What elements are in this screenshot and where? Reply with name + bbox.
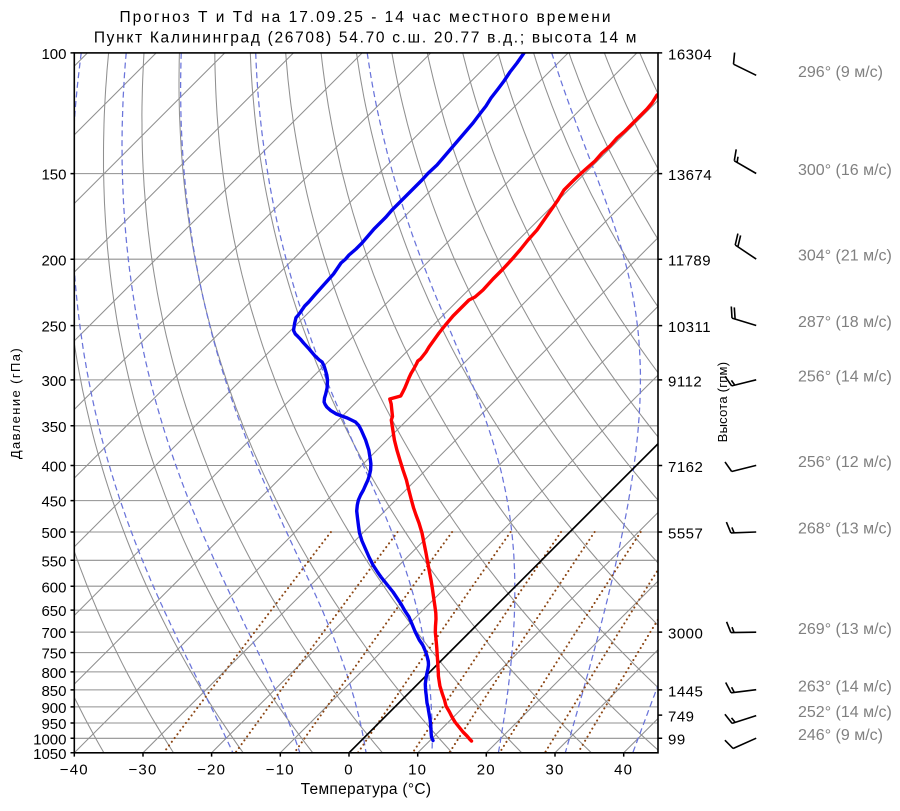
svg-text:263° (14 м/с): 263° (14 м/с)	[798, 678, 892, 695]
svg-text:650: 650	[41, 603, 66, 620]
svg-text:950: 950	[41, 716, 66, 733]
svg-text:100: 100	[41, 46, 66, 63]
svg-text:750: 750	[41, 646, 66, 663]
svg-text:700: 700	[41, 625, 66, 642]
svg-text:3000: 3000	[668, 626, 703, 643]
svg-text:300° (16 м/с): 300° (16 м/с)	[798, 162, 892, 179]
svg-text:400: 400	[41, 459, 66, 476]
svg-text:246° (9 м/с): 246° (9 м/с)	[798, 727, 883, 744]
svg-text:150: 150	[41, 167, 66, 184]
svg-text:10: 10	[408, 762, 427, 779]
svg-text:749: 749	[668, 709, 695, 726]
svg-text:1445: 1445	[668, 683, 703, 700]
svg-text:−20: −20	[197, 762, 226, 779]
svg-text:−30: −30	[128, 762, 157, 779]
svg-text:13674: 13674	[668, 167, 712, 184]
svg-text:450: 450	[41, 494, 66, 511]
svg-text:1000: 1000	[33, 731, 66, 748]
svg-text:800: 800	[41, 665, 66, 682]
svg-text:500: 500	[41, 525, 66, 542]
svg-text:5557: 5557	[668, 525, 703, 542]
svg-text:−40: −40	[60, 762, 89, 779]
svg-text:99: 99	[668, 732, 686, 749]
svg-text:300: 300	[41, 373, 66, 390]
svg-text:850: 850	[41, 683, 66, 700]
svg-text:20: 20	[477, 762, 496, 779]
svg-text:256° (12 м/с): 256° (12 м/с)	[798, 454, 892, 471]
svg-text:0: 0	[344, 762, 354, 779]
svg-text:1050: 1050	[33, 746, 66, 763]
svg-text:269° (13 м/с): 269° (13 м/с)	[798, 621, 892, 638]
svg-text:9112: 9112	[668, 373, 702, 390]
svg-text:350: 350	[41, 419, 66, 436]
svg-text:252° (14 м/с): 252° (14 м/с)	[798, 704, 892, 721]
svg-text:Высота (гпм): Высота (гпм)	[715, 362, 730, 443]
svg-text:296° (9 м/с): 296° (9 м/с)	[798, 64, 883, 81]
svg-text:7162: 7162	[668, 459, 703, 476]
svg-text:550: 550	[41, 553, 66, 570]
svg-text:Температура (°C): Температура (°C)	[301, 781, 432, 798]
svg-text:30: 30	[545, 762, 564, 779]
svg-text:Давление (гПа): Давление (гПа)	[8, 347, 23, 459]
svg-text:−10: −10	[266, 762, 295, 779]
svg-text:900: 900	[41, 700, 66, 717]
svg-text:11789: 11789	[668, 253, 711, 270]
svg-text:250: 250	[41, 319, 66, 336]
svg-text:600: 600	[41, 579, 66, 596]
svg-text:304° (21 м/с): 304° (21 м/с)	[798, 248, 892, 265]
svg-text:Пункт Калининград (26708) 54.7: Пункт Калининград (26708) 54.70 с.ш. 20.…	[94, 30, 638, 47]
svg-text:268° (13 м/с): 268° (13 м/с)	[798, 521, 892, 538]
svg-text:10311: 10311	[668, 319, 711, 336]
svg-text:256° (14 м/с): 256° (14 м/с)	[798, 368, 892, 385]
svg-text:16304: 16304	[668, 46, 712, 63]
svg-text:Прогноз Т и Td на 17.09.25 - 1: Прогноз Т и Td на 17.09.25 - 14 час мест…	[120, 9, 613, 26]
svg-text:287° (18 м/с): 287° (18 м/с)	[798, 314, 892, 331]
svg-text:200: 200	[41, 252, 66, 269]
svg-text:40: 40	[614, 762, 633, 779]
